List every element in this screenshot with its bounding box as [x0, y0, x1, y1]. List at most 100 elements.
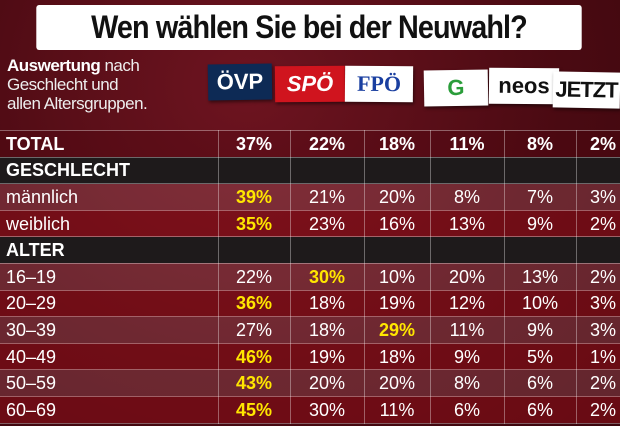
table-cell: 39% — [218, 183, 291, 211]
party-logo-0: ÖVP — [207, 63, 273, 101]
table-cell: 16% — [364, 209, 431, 238]
table-cell: 29% — [364, 316, 431, 344]
table-cell: 8% — [430, 369, 505, 397]
table-cell: 20% — [430, 262, 505, 291]
table-row: weiblich 35% 23% 16% 13% 9% 2% — [0, 209, 620, 238]
row-label: TOTAL — [0, 130, 219, 158]
table-cell: 1% — [576, 342, 620, 371]
party-logo-3: G — [423, 69, 489, 107]
table-cell — [576, 236, 620, 264]
table-cell: 27% — [218, 316, 291, 344]
table-cell — [504, 156, 577, 185]
table-cell: 3% — [576, 289, 620, 318]
subtitle-text: allen Altersgruppen. — [7, 94, 148, 113]
table-cell — [364, 156, 431, 185]
table-cell: 43% — [218, 369, 291, 397]
table-cell: 2% — [576, 369, 620, 397]
table-cell: 6% — [504, 369, 577, 397]
table-cell: 9% — [504, 209, 577, 238]
row-label: 50–59 — [0, 369, 219, 397]
row-label: 30–39 — [0, 316, 219, 344]
table-cell: 19% — [364, 289, 431, 318]
table-cell: 9% — [504, 316, 577, 344]
table-cell: 3% — [576, 183, 620, 211]
table-cell: 12% — [430, 289, 505, 318]
row-label: GESCHLECHT — [0, 156, 219, 185]
row-label: 40–49 — [0, 342, 219, 371]
table-cell: 9% — [430, 342, 505, 371]
table-cell: 7% — [504, 183, 577, 211]
party-logo-4: neos — [488, 67, 560, 105]
table-cell: 10% — [364, 262, 431, 291]
table-cell: 30% — [290, 262, 365, 291]
table-cell: 20% — [290, 369, 365, 397]
table-row: TOTAL 37% 22% 18% 11% 8% 2% — [0, 130, 620, 158]
table-cell: 2% — [576, 395, 620, 424]
table-cell — [218, 236, 291, 264]
table-row: 40–49 46% 19% 18% 9% 5% 1% — [0, 342, 620, 371]
row-label: 60–69 — [0, 395, 219, 424]
party-logo-5: JETZT — [552, 71, 620, 109]
row-label: männlich — [0, 183, 219, 211]
row-label: weiblich — [0, 209, 219, 238]
party-logo-1: SPÖ — [274, 65, 346, 103]
table-cell: 13% — [430, 209, 505, 238]
table-row: 30–39 27% 18% 29% 11% 9% 3% — [0, 316, 620, 344]
table-row: 50–59 43% 20% 20% 8% 6% 2% — [0, 369, 620, 397]
table-cell: 21% — [290, 183, 365, 211]
results-table: TOTAL 37% 22% 18% 11% 8% 2% GESCHLECHT männlich 3… — [0, 130, 620, 424]
table-cell: 23% — [290, 209, 365, 238]
table-cell: 2% — [576, 130, 620, 158]
table-cell: 20% — [364, 183, 431, 211]
table-cell — [218, 156, 291, 185]
table-cell: 10% — [504, 289, 577, 318]
table-cell: 2% — [576, 209, 620, 238]
table-cell: 35% — [218, 209, 291, 238]
table-row: GESCHLECHT — [0, 156, 620, 185]
table-cell: 6% — [430, 395, 505, 424]
table-cell: 45% — [218, 395, 291, 424]
table-cell — [430, 156, 505, 185]
table-cell: 22% — [290, 130, 365, 158]
table-cell — [504, 236, 577, 264]
table-cell — [364, 236, 431, 264]
table-cell: 13% — [504, 262, 577, 291]
table-cell: 22% — [218, 262, 291, 291]
row-label: 16–19 — [0, 262, 219, 291]
table-row: 20–29 36% 18% 19% 12% 10% 3% — [0, 289, 620, 318]
table-cell: 8% — [504, 130, 577, 158]
table-cell: 18% — [290, 316, 365, 344]
row-label: ALTER — [0, 236, 219, 264]
table-cell: 3% — [576, 316, 620, 344]
subtitle-text: nach — [100, 56, 140, 75]
table-cell: 2% — [576, 262, 620, 291]
table-row: männlich 39% 21% 20% 8% 7% 3% — [0, 183, 620, 211]
table-cell: 36% — [218, 289, 291, 318]
table-row: ALTER — [0, 236, 620, 264]
table-cell: 18% — [290, 289, 365, 318]
table-cell — [576, 156, 620, 185]
table-cell: 37% — [218, 130, 291, 158]
table-cell: 30% — [290, 395, 365, 424]
party-logo-2: FPÖ — [344, 65, 414, 103]
table-cell: 5% — [504, 342, 577, 371]
subtitle-bold: Auswertung — [7, 56, 101, 75]
table-cell: 18% — [364, 342, 431, 371]
table-cell: 11% — [430, 316, 505, 344]
table-cell: 8% — [430, 183, 505, 211]
table-cell: 11% — [364, 395, 431, 424]
subtitle: Auswertung nach Geschlecht und allen Alt… — [7, 56, 148, 113]
table-cell: 46% — [218, 342, 291, 371]
subtitle-text: Geschlecht und — [7, 75, 119, 94]
table-cell — [290, 156, 365, 185]
table-row: 60–69 45% 30% 11% 6% 6% 2% — [0, 395, 620, 424]
table-cell: 11% — [430, 130, 505, 158]
table-cell: 6% — [504, 395, 577, 424]
table-cell: 20% — [364, 369, 431, 397]
table-cell: 18% — [364, 130, 431, 158]
table-cell: 19% — [290, 342, 365, 371]
page-title: Wen wählen Sie bei der Neuwahl? — [36, 5, 582, 50]
row-label: 20–29 — [0, 289, 219, 318]
table-cell — [430, 236, 505, 264]
table-row: 16–19 22% 30% 10% 20% 13% 2% — [0, 262, 620, 291]
